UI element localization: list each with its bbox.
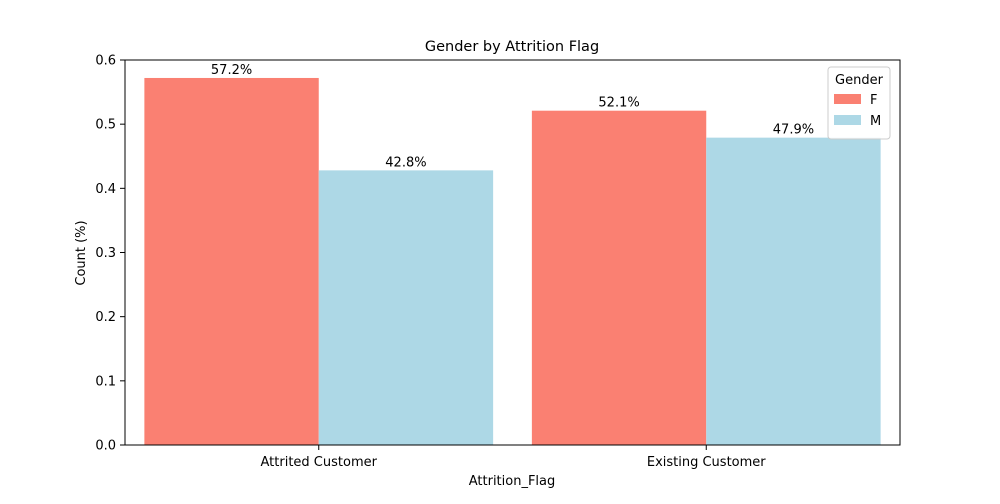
y-tick-label: 0.0 xyxy=(95,439,116,454)
y-tick-label: 0.4 xyxy=(95,182,116,197)
axes-layer: Attrited Customer Existing Customer 0.0 0.1… xyxy=(95,54,901,470)
data-label-M-0: 42.8% xyxy=(385,155,426,170)
legend-swatch-M xyxy=(834,115,861,125)
bars-layer xyxy=(144,77,881,446)
x-tick-label: Existing Customer xyxy=(647,455,766,470)
y-tick-label: 0.6 xyxy=(95,54,116,69)
x-tick-label: Attrited Customer xyxy=(261,455,378,470)
legend: Gender FM xyxy=(827,66,891,140)
y-tick-label: 0.2 xyxy=(95,310,116,325)
y-tick-label: 0.1 xyxy=(95,374,116,389)
bar-M-0 xyxy=(318,170,494,445)
bar-F-0 xyxy=(144,77,319,445)
data-label-F-1: 52.1% xyxy=(598,96,639,111)
data-label-M-1: 47.9% xyxy=(773,123,814,138)
legend-title: Gender xyxy=(835,73,884,88)
x-axis-label: Attrition_Flag xyxy=(469,474,556,489)
chart-title: Gender by Attrition Flag xyxy=(425,39,599,55)
y-tick-label: 0.3 xyxy=(95,246,116,261)
legend-swatch-F xyxy=(834,94,861,104)
y-axis-label: Count (%) xyxy=(74,220,89,285)
plot-frame xyxy=(124,59,901,446)
legend-entry-F: F xyxy=(870,93,877,108)
data-label-F-0: 57.2% xyxy=(211,63,252,78)
bar-M-1 xyxy=(706,137,881,445)
legend-entry-M: M xyxy=(870,114,881,129)
bar-F-1 xyxy=(531,110,707,446)
y-tick-label: 0.5 xyxy=(95,118,116,133)
data-labels-layer: 57.2% 42.8% 52.1% 47.9% xyxy=(211,63,814,170)
